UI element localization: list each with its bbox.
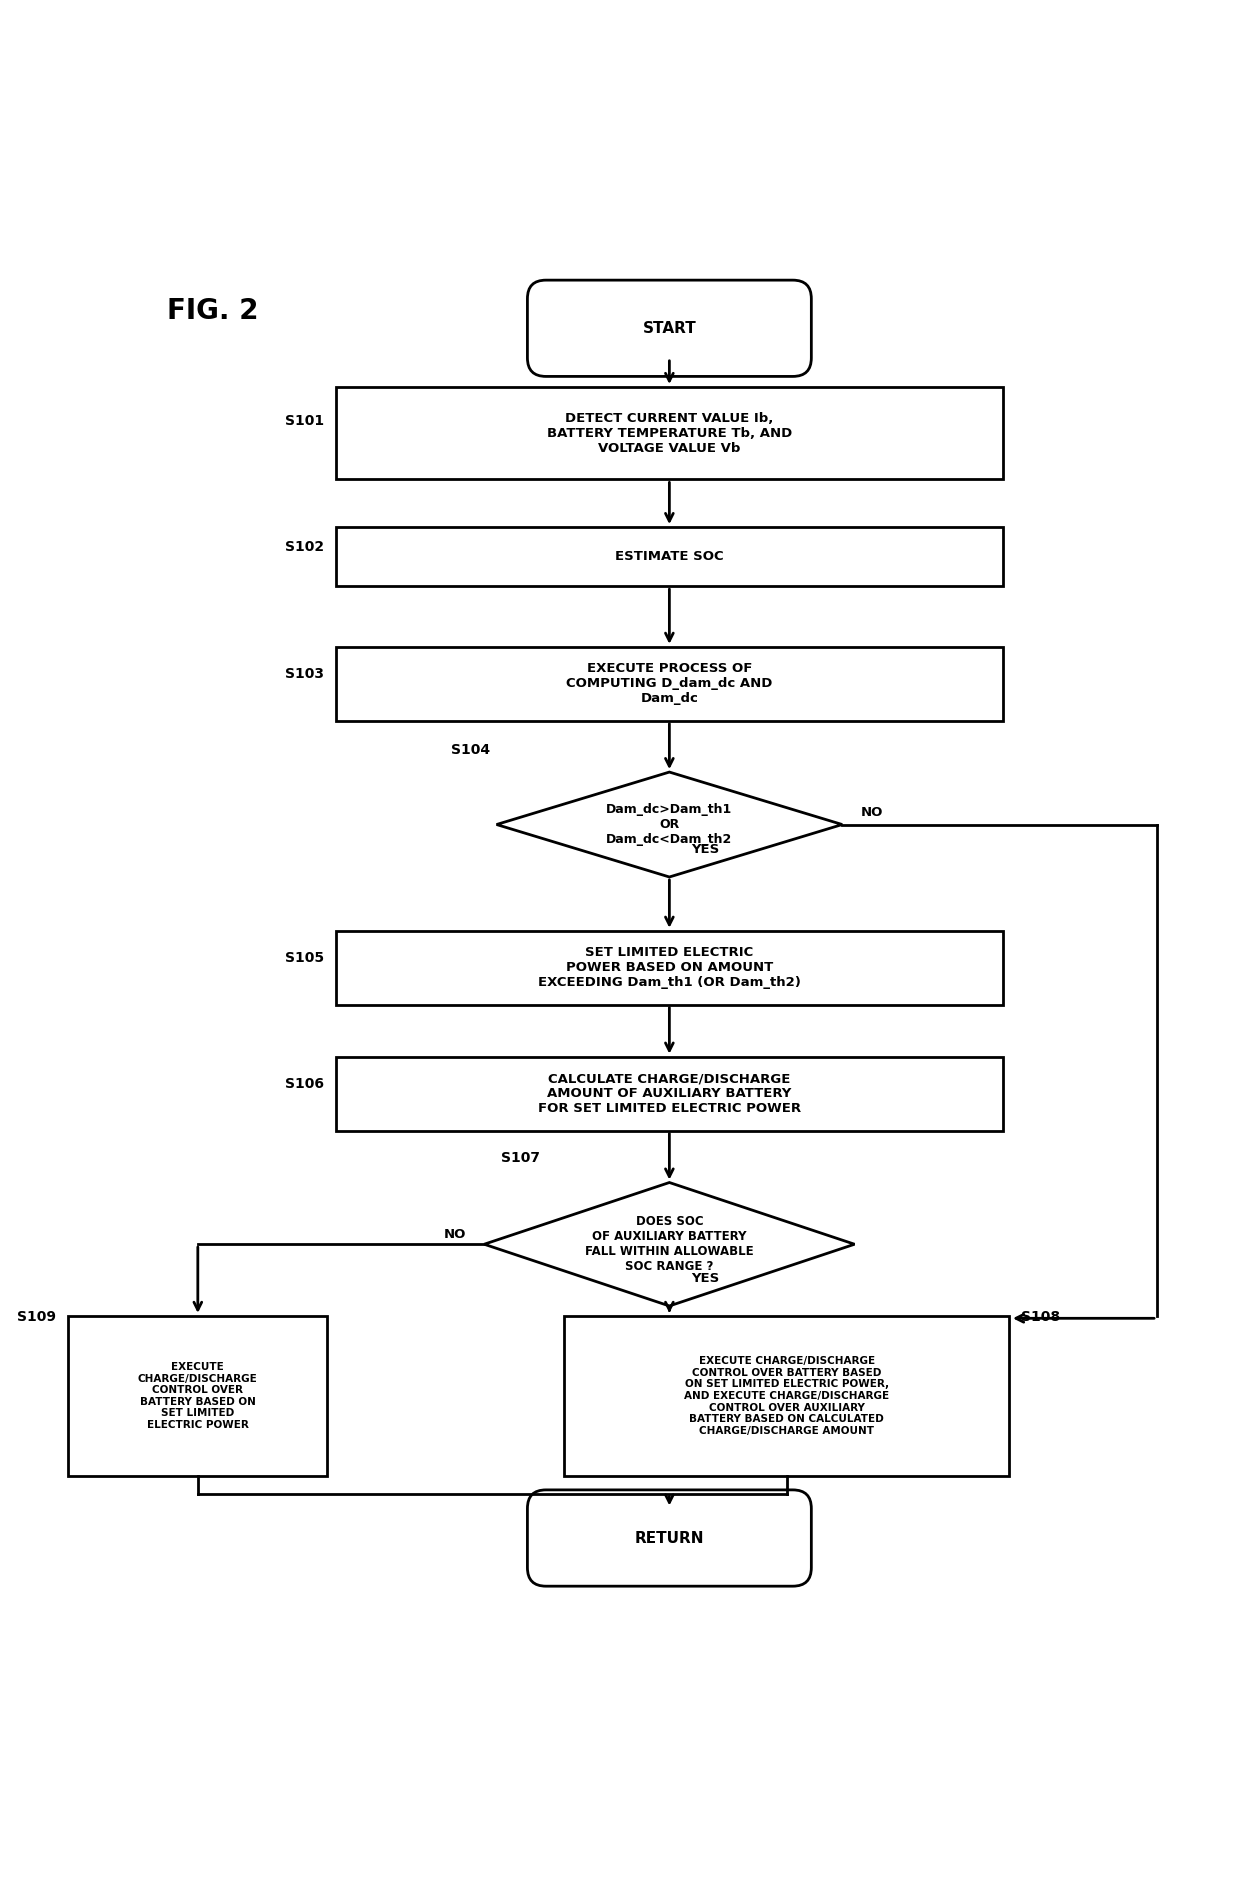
Text: S101: S101 (285, 414, 324, 427)
Text: S104: S104 (451, 743, 490, 756)
Text: DOES SOC
OF AUXILIARY BATTERY
FALL WITHIN ALLOWABLE
SOC RANGE ?: DOES SOC OF AUXILIARY BATTERY FALL WITHI… (585, 1216, 754, 1273)
FancyBboxPatch shape (527, 280, 811, 376)
Text: NO: NO (861, 806, 883, 819)
Bar (336, 388, 1003, 480)
Bar (68, 1316, 327, 1477)
Bar (336, 647, 1003, 720)
Polygon shape (496, 772, 842, 877)
Text: S107: S107 (501, 1152, 539, 1165)
Text: EXECUTE CHARGE/DISCHARGE
CONTROL OVER BATTERY BASED
ON SET LIMITED ELECTRIC POWE: EXECUTE CHARGE/DISCHARGE CONTROL OVER BA… (684, 1356, 889, 1435)
Text: EXECUTE PROCESS OF
COMPUTING D_dam_dc AND
Dam_dc: EXECUTE PROCESS OF COMPUTING D_dam_dc AN… (567, 662, 773, 705)
Text: DETECT CURRENT VALUE Ib,
BATTERY TEMPERATURE Tb, AND
VOLTAGE VALUE Vb: DETECT CURRENT VALUE Ib, BATTERY TEMPERA… (547, 412, 792, 454)
Bar (336, 528, 1003, 586)
Polygon shape (484, 1182, 854, 1307)
Text: YES: YES (692, 1273, 720, 1286)
Text: ESTIMATE SOC: ESTIMATE SOC (615, 550, 724, 564)
Text: START: START (642, 321, 696, 337)
Text: NO: NO (444, 1227, 466, 1240)
Text: RETURN: RETURN (635, 1530, 704, 1545)
FancyBboxPatch shape (527, 1490, 811, 1587)
Text: S105: S105 (285, 951, 324, 964)
Text: SET LIMITED ELECTRIC
POWER BASED ON AMOUNT
EXCEEDING Dam_th1 (OR Dam_th2): SET LIMITED ELECTRIC POWER BASED ON AMOU… (538, 946, 801, 989)
Bar (564, 1316, 1009, 1477)
Text: S103: S103 (285, 668, 324, 681)
Text: S108: S108 (1022, 1310, 1060, 1324)
Text: Dam_dc>Dam_th1
OR
Dam_dc<Dam_th2: Dam_dc>Dam_th1 OR Dam_dc<Dam_th2 (606, 804, 733, 845)
Text: EXECUTE
CHARGE/DISCHARGE
CONTROL OVER
BATTERY BASED ON
SET LIMITED
ELECTRIC POWE: EXECUTE CHARGE/DISCHARGE CONTROL OVER BA… (138, 1362, 258, 1430)
Text: S109: S109 (17, 1310, 56, 1324)
Text: CALCULATE CHARGE/DISCHARGE
AMOUNT OF AUXILIARY BATTERY
FOR SET LIMITED ELECTRIC : CALCULATE CHARGE/DISCHARGE AMOUNT OF AUX… (538, 1072, 801, 1116)
Text: YES: YES (692, 843, 720, 857)
Text: S102: S102 (285, 539, 324, 554)
Bar (336, 930, 1003, 1004)
Bar (336, 1057, 1003, 1131)
Text: S106: S106 (285, 1076, 324, 1091)
Text: FIG. 2: FIG. 2 (167, 297, 258, 325)
